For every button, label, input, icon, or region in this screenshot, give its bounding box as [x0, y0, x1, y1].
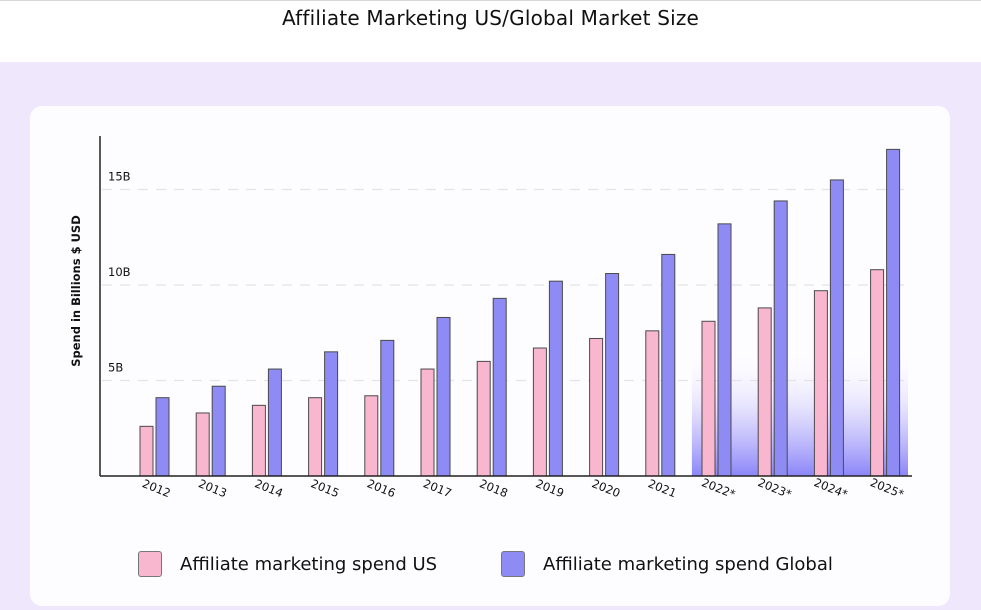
x-tick-label: 2017: [421, 476, 453, 500]
bar-us: [195, 412, 210, 477]
y-axis-title: Spend in Billions $ USD: [69, 215, 83, 367]
bar-global: [717, 223, 732, 477]
bar-global: [324, 351, 339, 477]
legend-swatch-us: [138, 551, 162, 577]
bar-us: [251, 404, 266, 477]
bar-us: [364, 395, 379, 477]
legend-item-us: Affiliate marketing spend US: [138, 548, 437, 580]
top-border: [0, 0, 981, 1]
x-tick-label: 2024*: [812, 475, 850, 501]
bar-global: [886, 148, 901, 477]
bar-us: [420, 368, 435, 477]
bar-us: [701, 320, 716, 477]
x-tick-label: 2015: [309, 476, 341, 500]
legend-label-global: Affiliate marketing spend Global: [543, 553, 833, 575]
bar-us: [532, 347, 547, 477]
legend-swatch-global: [501, 551, 525, 577]
bar-global: [436, 316, 451, 477]
bar-us: [645, 330, 660, 477]
bar-global: [211, 385, 226, 477]
bar-us: [870, 269, 885, 477]
bar-global: [605, 273, 620, 477]
bar-global: [548, 280, 563, 477]
x-tick-label: 2016: [365, 476, 397, 500]
bar-us: [589, 337, 604, 477]
bar-global: [155, 397, 170, 477]
x-tick-label: 2020: [590, 476, 622, 500]
x-tick-label: 2019: [534, 476, 566, 500]
x-tick-label: 2022*: [700, 475, 738, 501]
y-tick-label: 15B: [108, 169, 131, 183]
x-tick-label: 2018: [478, 476, 510, 500]
bar-global: [661, 253, 676, 477]
page-title: Affiliate Marketing US/Global Market Siz…: [281, 6, 700, 30]
bar-global: [380, 339, 395, 477]
x-tick-label: 2012: [140, 476, 172, 500]
legend-item-global: Affiliate marketing spend Global: [501, 548, 833, 580]
y-tick-label: 5B: [108, 360, 123, 374]
x-tick-label: 2013: [197, 476, 229, 500]
bar-us: [476, 360, 491, 477]
y-tick-label: 10B: [108, 265, 131, 279]
bar-global: [267, 368, 282, 477]
x-tick-label: 2021: [646, 476, 678, 500]
bar-us: [139, 425, 154, 477]
bar-global: [829, 179, 844, 477]
x-tick-label: 2025*: [868, 475, 906, 501]
bar-global: [492, 297, 507, 477]
legend-label-us: Affiliate marketing spend US: [180, 553, 438, 575]
bar-us: [757, 307, 772, 477]
bar-us: [308, 397, 323, 477]
x-tick-label: 2014: [253, 476, 285, 500]
bar-global: [773, 200, 788, 477]
bar-us: [813, 290, 828, 477]
x-tick-label: 2023*: [756, 475, 794, 501]
